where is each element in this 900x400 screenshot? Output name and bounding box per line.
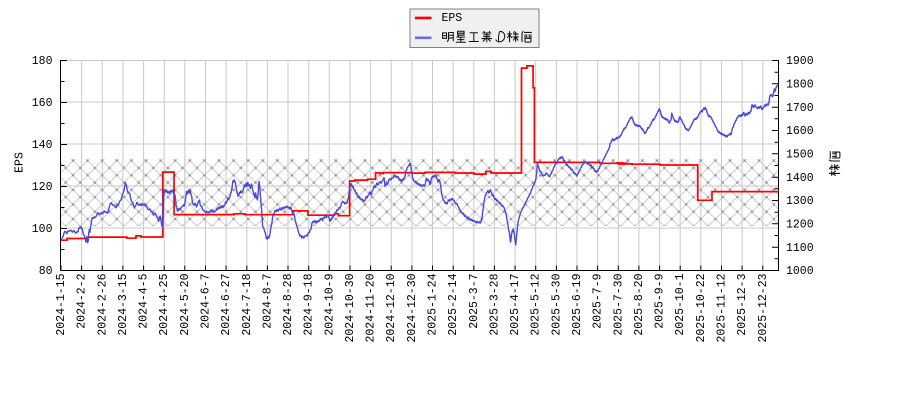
svg-text:2024-9-18: 2024-9-18 xyxy=(303,273,316,335)
svg-text:2025-9-9: 2025-9-9 xyxy=(654,273,667,328)
svg-text:2025-12-23: 2025-12-23 xyxy=(757,273,770,342)
svg-text:2024-10-9: 2024-10-9 xyxy=(323,273,336,335)
svg-text:1300: 1300 xyxy=(786,195,814,208)
svg-text:1500: 1500 xyxy=(786,149,814,162)
svg-text:2025-3-7: 2025-3-7 xyxy=(468,274,481,329)
svg-text:2025-10-22: 2025-10-22 xyxy=(695,273,708,342)
svg-text:1700: 1700 xyxy=(786,102,814,115)
svg-text:2024-3-15: 2024-3-15 xyxy=(117,273,130,335)
svg-text:2025-12-3: 2025-12-3 xyxy=(736,273,749,335)
svg-text:2025-7-30: 2025-7-30 xyxy=(612,273,625,335)
svg-text:1600: 1600 xyxy=(786,125,814,138)
svg-text:1200: 1200 xyxy=(786,219,814,232)
svg-text:2024-1-15: 2024-1-15 xyxy=(55,273,68,335)
svg-text:2024-8-28: 2024-8-28 xyxy=(282,273,295,335)
svg-text:2025-8-20: 2025-8-20 xyxy=(633,273,646,335)
svg-text:EPS: EPS xyxy=(14,152,27,173)
svg-text:2025-6-19: 2025-6-19 xyxy=(571,273,584,335)
svg-text:160: 160 xyxy=(32,97,53,110)
svg-text:80: 80 xyxy=(39,265,53,278)
svg-text:2024-4-25: 2024-4-25 xyxy=(158,273,171,335)
svg-text:100: 100 xyxy=(32,223,53,236)
svg-text:2025-5-12: 2025-5-12 xyxy=(530,273,543,335)
svg-text:1400: 1400 xyxy=(786,172,814,185)
svg-text:140: 140 xyxy=(32,139,53,152)
svg-text:2025-4-17: 2025-4-17 xyxy=(509,274,522,336)
svg-text:2024-5-20: 2024-5-20 xyxy=(179,273,192,335)
svg-text:2024-6-27: 2024-6-27 xyxy=(220,274,233,336)
svg-text:1900: 1900 xyxy=(786,55,814,68)
svg-text:2025-3-28: 2025-3-28 xyxy=(488,273,501,335)
svg-text:2025-11-12: 2025-11-12 xyxy=(716,273,729,342)
svg-text:2024-12-30: 2024-12-30 xyxy=(406,273,419,342)
svg-text:1000: 1000 xyxy=(786,265,814,278)
svg-text:2025-1-24: 2025-1-24 xyxy=(427,273,440,335)
svg-text:2024-7-18: 2024-7-18 xyxy=(241,273,254,335)
svg-text:2024-11-20: 2024-11-20 xyxy=(365,273,378,342)
svg-text:2024-6-7: 2024-6-7 xyxy=(200,274,213,329)
svg-text:2025-5-30: 2025-5-30 xyxy=(550,273,563,335)
svg-text:1100: 1100 xyxy=(786,242,814,255)
svg-text:2024-4-5: 2024-4-5 xyxy=(138,273,151,328)
svg-text:2024-2-2: 2024-2-2 xyxy=(76,273,89,328)
svg-text:2025-10-1: 2025-10-1 xyxy=(674,273,687,335)
svg-text:2025-2-14: 2025-2-14 xyxy=(447,273,460,335)
svg-text:120: 120 xyxy=(32,181,53,194)
svg-text:EPS: EPS xyxy=(442,12,463,25)
svg-text:1800: 1800 xyxy=(786,79,814,92)
svg-text:2024-12-10: 2024-12-10 xyxy=(385,273,398,342)
svg-text:2024-8-7: 2024-8-7 xyxy=(261,274,274,329)
svg-text:2024-2-26: 2024-2-26 xyxy=(96,273,109,335)
svg-text:2024-10-30: 2024-10-30 xyxy=(344,273,357,342)
svg-text:2025-7-9: 2025-7-9 xyxy=(592,273,605,328)
svg-text:180: 180 xyxy=(32,55,53,68)
